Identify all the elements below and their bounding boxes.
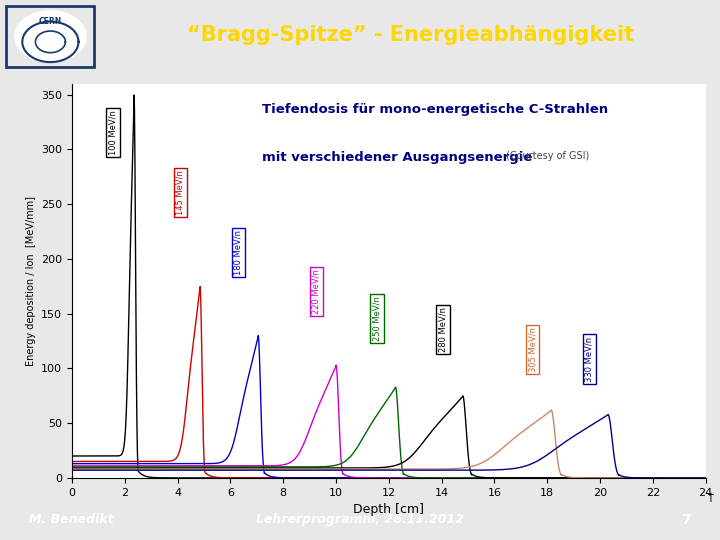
Text: 250 MeV/n: 250 MeV/n xyxy=(372,296,382,341)
Text: 280 MeV/n: 280 MeV/n xyxy=(438,307,447,352)
Text: 7: 7 xyxy=(682,513,691,526)
Text: 180 MeV/n: 180 MeV/n xyxy=(234,231,243,275)
Text: T: T xyxy=(706,494,713,504)
Text: 305 MeV/n: 305 MeV/n xyxy=(528,327,537,372)
Text: “Bragg-Spitze” - Energieabhängigkeit: “Bragg-Spitze” - Energieabhängigkeit xyxy=(186,25,634,45)
Text: 100 MeV/n: 100 MeV/n xyxy=(109,110,117,155)
X-axis label: Depth [cm]: Depth [cm] xyxy=(354,503,424,516)
Text: 145 MeV/n: 145 MeV/n xyxy=(176,170,185,215)
Text: 220 MeV/n: 220 MeV/n xyxy=(312,269,320,314)
Circle shape xyxy=(15,11,86,62)
Text: (Courtesy of GSI): (Courtesy of GSI) xyxy=(506,151,589,161)
Text: 330 MeV/n: 330 MeV/n xyxy=(585,336,594,382)
Text: CERN: CERN xyxy=(39,17,62,26)
Text: mit verschiedener Ausgangsenergie: mit verschiedener Ausgangsenergie xyxy=(262,151,533,164)
Y-axis label: Energy deposition / Ion  [MeV/mm]: Energy deposition / Ion [MeV/mm] xyxy=(26,196,35,366)
Text: Lehrerprogramm, 26.11.2012: Lehrerprogramm, 26.11.2012 xyxy=(256,513,464,526)
Text: M. Benedikt: M. Benedikt xyxy=(29,513,114,526)
Text: Tiefendosis für mono-energetische C-Strahlen: Tiefendosis für mono-energetische C-Stra… xyxy=(262,103,608,117)
